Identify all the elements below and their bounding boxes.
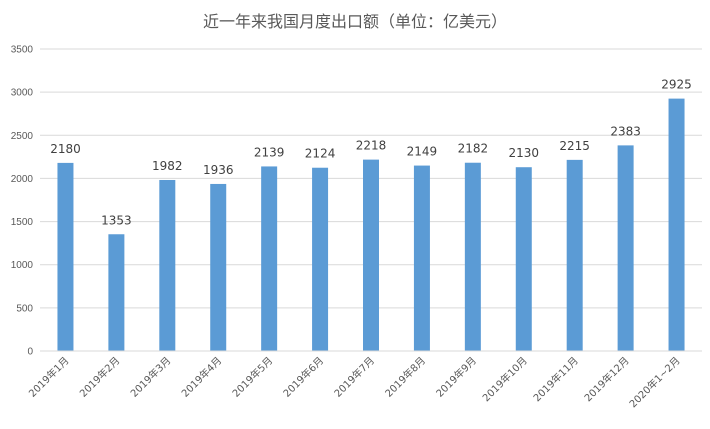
y-tick-label: 1000 <box>11 260 34 271</box>
x-category-label: 2020年1~2月 <box>626 354 682 410</box>
bar <box>108 234 125 351</box>
data-label: 2925 <box>661 78 692 92</box>
data-label: 2139 <box>254 145 285 159</box>
data-label: 2383 <box>610 124 641 138</box>
bar <box>261 166 278 351</box>
bar <box>515 167 532 351</box>
x-category-label: 2019年4月 <box>179 354 225 400</box>
bar <box>413 165 430 351</box>
bar <box>57 162 74 351</box>
y-tick-label: 3500 <box>11 45 34 56</box>
bar <box>617 145 634 351</box>
x-category-label: 2019年2月 <box>77 354 123 400</box>
data-label: 2182 <box>458 142 489 156</box>
bars <box>57 98 685 351</box>
y-tick-label: 2000 <box>11 174 34 185</box>
data-label: 2130 <box>508 146 539 160</box>
x-category-label: 2019年9月 <box>433 354 479 400</box>
bar <box>312 167 329 351</box>
x-category-label: 2019年8月 <box>382 354 428 400</box>
data-label: 1936 <box>203 163 234 177</box>
x-category-label: 2019年11月 <box>530 354 580 404</box>
x-category-label: 2019年1月 <box>26 354 72 400</box>
x-category-label: 2019年12月 <box>581 354 631 404</box>
x-category-label: 2019年10月 <box>480 354 530 404</box>
bar <box>668 98 685 351</box>
data-label: 2149 <box>407 145 438 159</box>
data-label: 2180 <box>50 142 81 156</box>
data-label: 2124 <box>305 147 336 161</box>
data-labels: 2180 1353 1982 1936 2139 2124 2218 2149 2182 2130… <box>50 78 692 228</box>
data-label: 1982 <box>152 159 183 173</box>
data-label: 2218 <box>356 139 387 153</box>
y-tick-label: 1500 <box>11 217 34 228</box>
y-tick-label: 2500 <box>11 131 34 142</box>
data-label: 1353 <box>101 213 132 227</box>
y-tick-label: 500 <box>16 303 33 314</box>
y-tick-label: 0 <box>27 347 33 358</box>
bar <box>210 183 227 351</box>
bar <box>363 159 379 351</box>
y-axis-ticks: 0 500 1000 1500 2000 2500 3000 3500 <box>11 45 34 358</box>
x-axis-categories: 2019年1月 2019年2月 2019年3月 2019年4月 2019年5月 2019年… <box>26 354 683 410</box>
x-category-label: 2019年7月 <box>331 354 377 400</box>
bar <box>566 159 583 351</box>
x-category-label: 2019年3月 <box>128 354 174 400</box>
y-tick-label: 3000 <box>11 88 34 99</box>
x-category-label: 2019年5月 <box>229 354 275 400</box>
bar <box>159 179 176 351</box>
chart-title: 近一年来我国月度出口额（单位：亿美元） <box>202 12 507 31</box>
data-label: 2215 <box>559 139 590 153</box>
bar <box>464 162 481 351</box>
x-category-label: 2019年6月 <box>280 354 326 400</box>
